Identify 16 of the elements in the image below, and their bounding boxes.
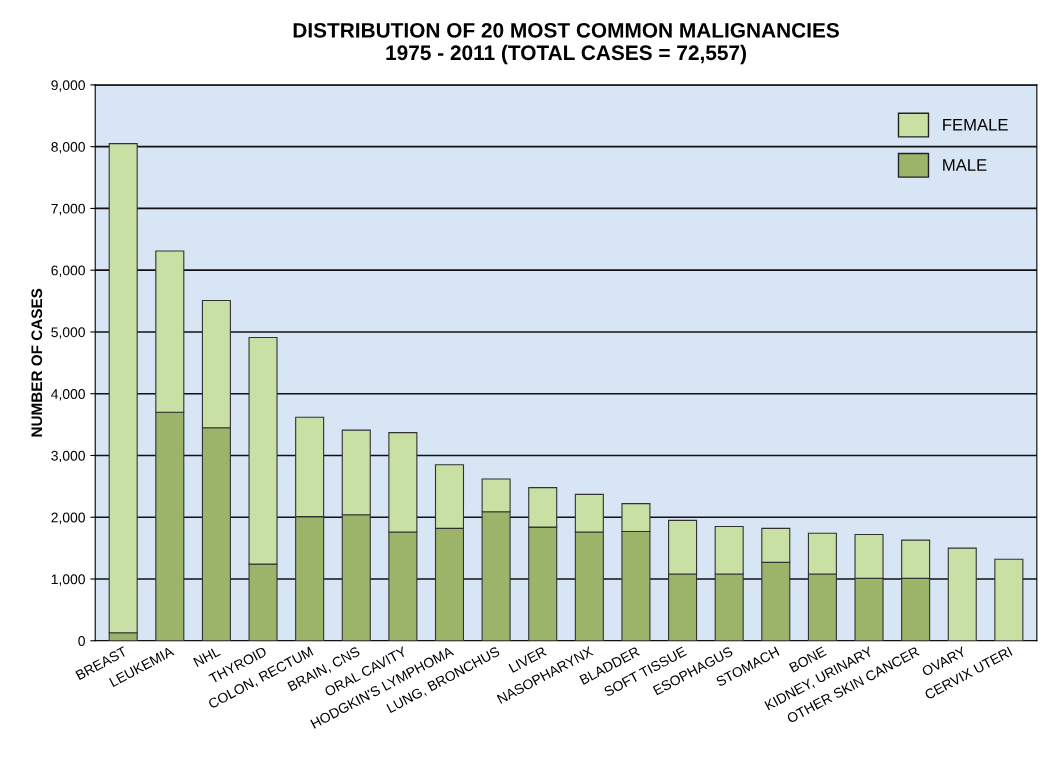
- y-tick-label: 0: [78, 636, 85, 646]
- y-tick-label: 8,000: [51, 142, 85, 154]
- bar: [947, 547, 977, 641]
- y-tick-label: 9,000: [51, 80, 85, 92]
- chart-title: DISTRIBUTION OF 20 MOST COMMON MALIGNANCIES 1975 - 2011 (TOTAL CASES = 72,557): [293, 22, 839, 65]
- y-tick-label: 2,000: [51, 512, 85, 525]
- y-tick-label: 4,000: [51, 389, 85, 401]
- legend-label: FEMALE: [943, 118, 1008, 131]
- y-tick-label: 6,000: [51, 265, 85, 278]
- y-tick-label: 3,000: [51, 450, 85, 463]
- legend-label: MALE: [943, 159, 987, 171]
- y-tick-label: 7,000: [51, 203, 85, 216]
- y-tick-label: 5,000: [51, 327, 85, 339]
- y-axis-title: NUMBER OF CASES: [31, 288, 43, 437]
- bar: [994, 558, 1024, 641]
- y-tick-label: 1,000: [51, 574, 85, 586]
